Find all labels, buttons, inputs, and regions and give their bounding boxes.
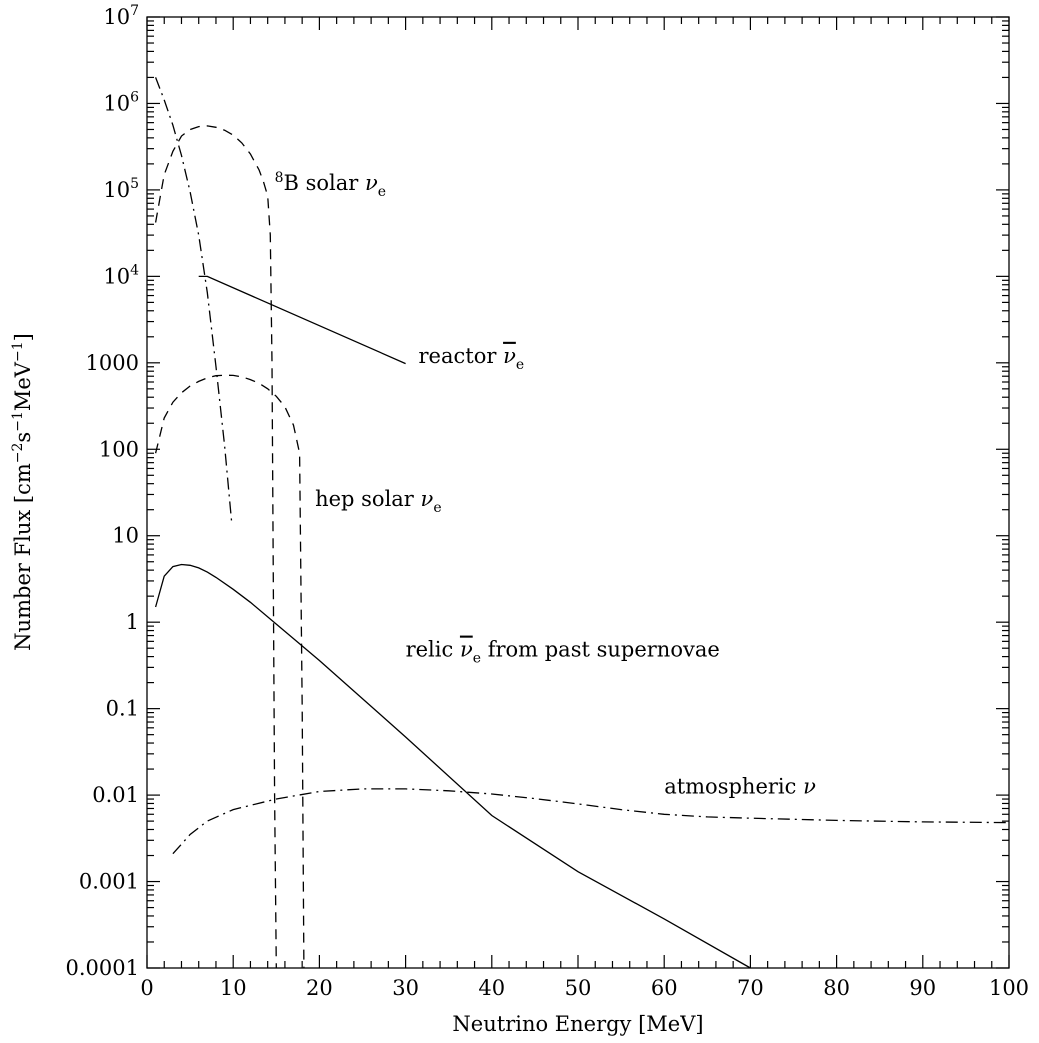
y-tick-label: 100 bbox=[99, 437, 139, 461]
series-b8-solar bbox=[154, 125, 277, 969]
series-atmospheric bbox=[172, 788, 1010, 855]
y-tick-label: 105 bbox=[103, 176, 139, 202]
annotation-hep: hep solar νe bbox=[315, 487, 442, 516]
y-tick-label: 1000 bbox=[86, 351, 139, 375]
annotation-relic: relic νe from past supernovae bbox=[406, 638, 720, 667]
series-relic bbox=[154, 563, 751, 969]
y-tick-label: 1 bbox=[126, 610, 139, 634]
x-tick-label: 0 bbox=[140, 976, 153, 1000]
x-tick-label: 90 bbox=[909, 976, 936, 1000]
y-tick-label: 106 bbox=[103, 89, 139, 115]
x-tick-label: 60 bbox=[651, 976, 678, 1000]
x-tick-label: 10 bbox=[220, 976, 247, 1000]
series-hep-solar bbox=[154, 374, 305, 969]
series-reactor-steep bbox=[154, 77, 233, 521]
plot-frame bbox=[146, 16, 1010, 969]
annotation-b8: 8B solar νe bbox=[275, 170, 386, 200]
y-axis-label: Number Flux [cm−2s−1MeV−1] bbox=[10, 333, 35, 651]
y-tick-label: 104 bbox=[103, 262, 139, 288]
x-tick-label: 100 bbox=[989, 976, 1029, 1000]
annotations: 8B solar νe reactor νe hep solar νe relic ν… bbox=[275, 170, 817, 798]
annotation-reactor: reactor νe bbox=[419, 344, 525, 373]
x-axis-label: Neutrino Energy [MeV] bbox=[452, 1012, 703, 1036]
x-tick-label: 20 bbox=[306, 976, 333, 1000]
x-tick-label: 50 bbox=[565, 976, 592, 1000]
y-tick-label: 0.001 bbox=[79, 870, 139, 894]
series bbox=[154, 77, 1010, 969]
ticks bbox=[146, 16, 1010, 969]
y-tick-label: 0.01 bbox=[92, 783, 139, 807]
x-tick-label: 80 bbox=[823, 976, 850, 1000]
y-tick-label: 0.1 bbox=[106, 697, 139, 721]
tick-labels: 0 10 20 30 40 50 60 70 80 90 100 0.0001 0.001 0.01 0.1… bbox=[66, 3, 1030, 1000]
x-tick-label: 40 bbox=[478, 976, 505, 1000]
annotation-atmos: atmospheric ν bbox=[664, 774, 816, 798]
x-tick-label: 30 bbox=[392, 976, 419, 1000]
y-tick-label: 107 bbox=[103, 3, 139, 29]
y-tick-label: 0.0001 bbox=[66, 956, 139, 980]
series-reactor bbox=[198, 275, 406, 365]
y-tick-label: 10 bbox=[112, 524, 139, 548]
x-tick-label: 70 bbox=[737, 976, 764, 1000]
